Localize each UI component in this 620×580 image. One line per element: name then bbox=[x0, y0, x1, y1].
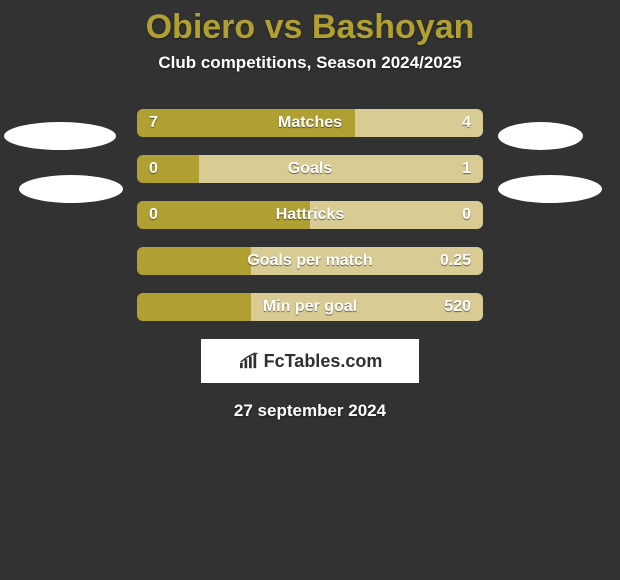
brand-text: FcTables.com bbox=[264, 351, 383, 372]
decorative-ellipse bbox=[19, 175, 123, 203]
page-subtitle: Club competitions, Season 2024/2025 bbox=[0, 53, 620, 73]
stat-value-right: 0.25 bbox=[440, 247, 471, 275]
stat-row: 7Matches4 bbox=[137, 109, 483, 137]
stat-row: 0Hattricks0 bbox=[137, 201, 483, 229]
stat-row: 0Goals1 bbox=[137, 155, 483, 183]
stat-label: Goals bbox=[137, 155, 483, 183]
stat-value-right: 520 bbox=[444, 293, 471, 321]
stat-label: Matches bbox=[137, 109, 483, 137]
stat-label: Goals per match bbox=[137, 247, 483, 275]
decorative-ellipse bbox=[4, 122, 116, 150]
brand-chart-icon bbox=[238, 352, 260, 370]
footer-date: 27 september 2024 bbox=[0, 401, 620, 421]
decorative-ellipse bbox=[498, 175, 602, 203]
stat-value-right: 0 bbox=[462, 201, 471, 229]
brand-badge: FcTables.com bbox=[201, 339, 419, 383]
stat-row: Goals per match0.25 bbox=[137, 247, 483, 275]
stat-row: Min per goal520 bbox=[137, 293, 483, 321]
stats-comparison: 7Matches40Goals10Hattricks0Goals per mat… bbox=[137, 109, 483, 321]
stat-value-right: 1 bbox=[462, 155, 471, 183]
decorative-ellipse bbox=[498, 122, 583, 150]
stat-value-right: 4 bbox=[462, 109, 471, 137]
page-title: Obiero vs Bashoyan bbox=[0, 0, 620, 47]
stat-label: Hattricks bbox=[137, 201, 483, 229]
stat-label: Min per goal bbox=[137, 293, 483, 321]
